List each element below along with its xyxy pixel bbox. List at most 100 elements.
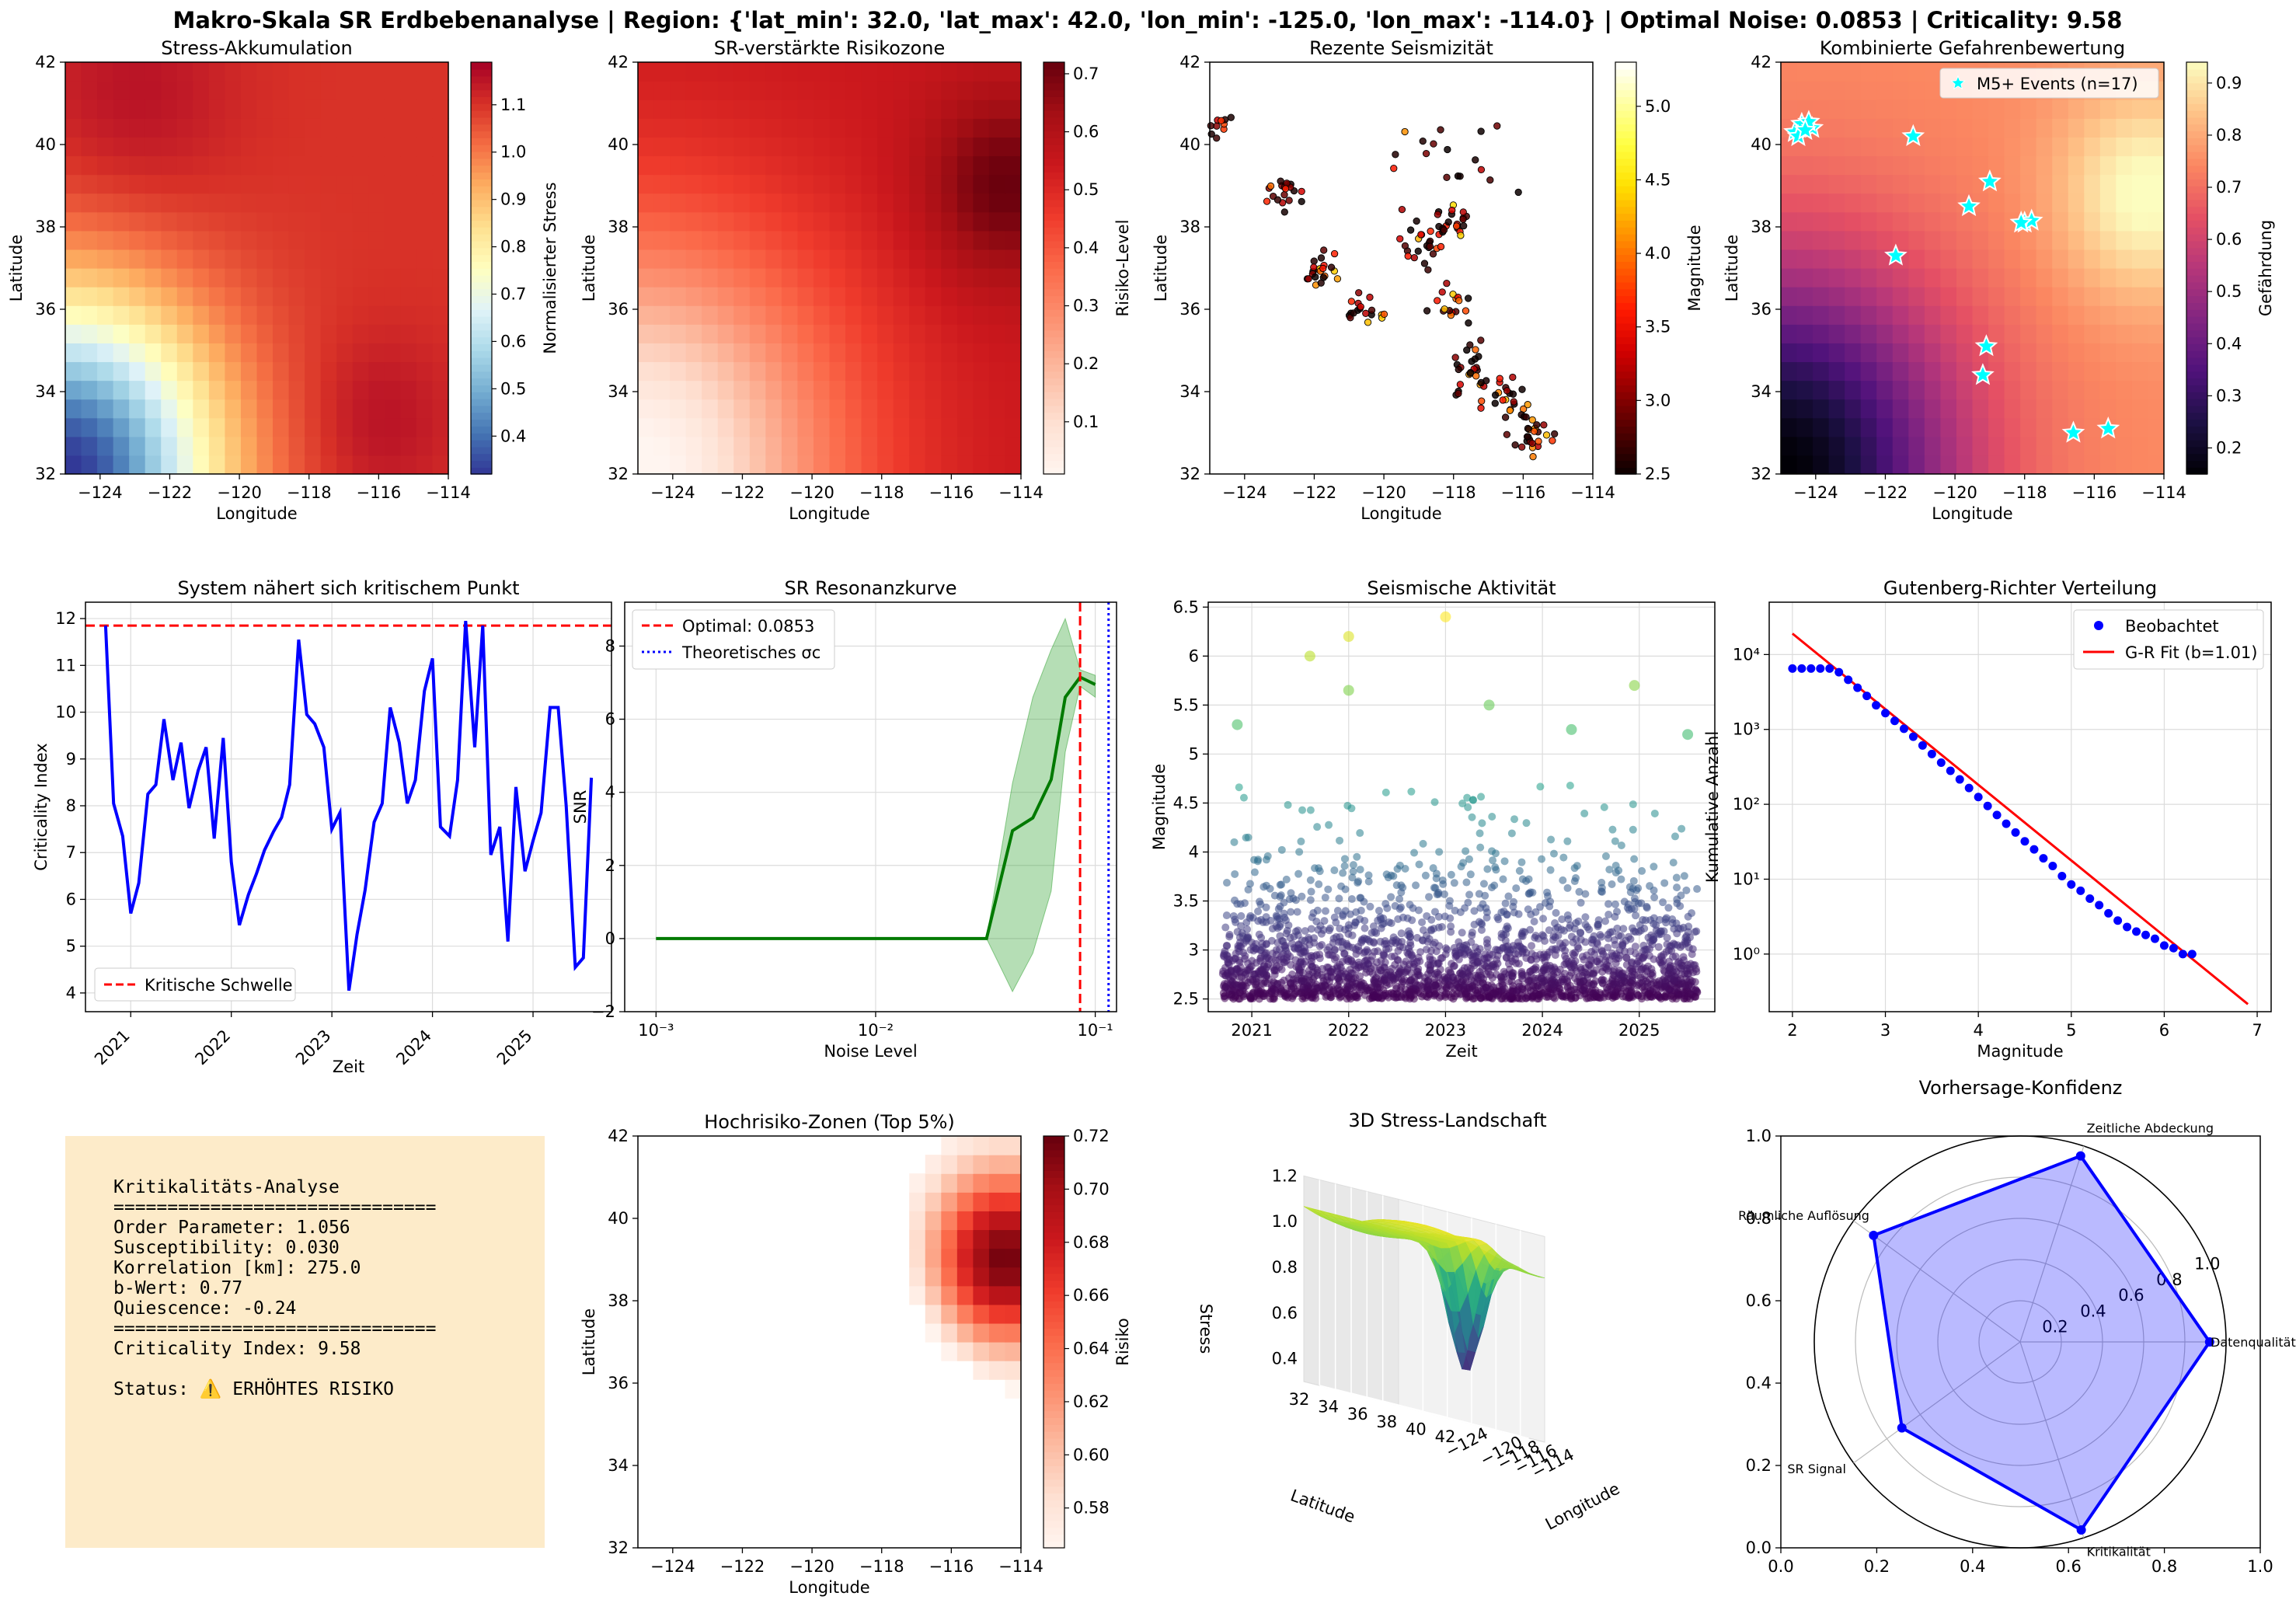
observed-point	[1825, 664, 1834, 673]
colorbar-segment	[1043, 227, 1064, 235]
heatmap-cell	[1796, 211, 1813, 232]
y-axis-label: Latitude	[7, 235, 26, 301]
x-tick-label: −122	[720, 1557, 765, 1576]
earthquake-point	[1419, 839, 1427, 848]
colorbar-segment	[1043, 261, 1064, 269]
heatmap-cell	[113, 249, 130, 269]
earthquake-point	[1545, 902, 1554, 911]
heatmap-cell	[973, 1304, 990, 1324]
earthquake-point	[1597, 976, 1606, 984]
heatmap-cell	[988, 268, 1006, 287]
heatmap-cell	[432, 155, 449, 176]
earthquake-point	[1638, 866, 1646, 875]
heatmap-cell	[65, 193, 82, 213]
heatmap-cell	[2084, 99, 2101, 119]
heatmap-cell	[638, 343, 655, 363]
heatmap-cell	[829, 417, 846, 437]
colorbar-segment	[1043, 1500, 1064, 1507]
heatmap-cell	[1956, 287, 1974, 306]
heatmap-cell	[749, 399, 766, 419]
x-tick-label: 10⁻²	[858, 1021, 894, 1040]
heatmap-cell	[877, 324, 894, 343]
heatmap-cell	[240, 324, 258, 343]
heatmap-cell	[973, 99, 990, 119]
earthquake-point	[1604, 930, 1612, 939]
x-tick-label: −118	[859, 1557, 904, 1576]
heatmap-cell	[1924, 399, 1942, 419]
y-tick-label: 5	[66, 937, 76, 956]
heatmap-cell	[781, 343, 799, 363]
heatmap-cell	[2052, 361, 2069, 382]
colorbar-segment	[1043, 322, 1064, 331]
heatmap-cell	[988, 1248, 1006, 1268]
earthquake-point	[1343, 977, 1351, 986]
heatmap-cell	[113, 455, 130, 475]
heatmap-cell	[1860, 287, 1877, 306]
colorbar-segment	[2186, 131, 2207, 138]
earthquake-point	[1294, 926, 1302, 935]
colorbar-segment	[2186, 206, 2207, 214]
seismic-event	[1466, 341, 1474, 349]
colorbar-segment	[1043, 1301, 1064, 1309]
colorbar-segment	[1043, 254, 1064, 262]
seismic-event	[1419, 137, 1427, 145]
m5-event-star	[1884, 243, 1908, 266]
earthquake-point	[1590, 950, 1599, 959]
heatmap-cell	[225, 361, 242, 382]
earthquake-point	[1583, 923, 1591, 932]
m5-event-star	[2061, 420, 2085, 443]
heatmap-cell	[941, 343, 958, 363]
colorbar-segment	[1615, 281, 1636, 290]
heatmap-cell	[288, 211, 305, 232]
heatmap-cell	[685, 137, 702, 157]
earthquake-point	[1235, 995, 1244, 1003]
heatmap-cell	[1892, 324, 1909, 343]
heatmap-cell	[2020, 287, 2037, 306]
heatmap-cell	[861, 324, 878, 343]
y-tick-label: 40	[608, 1209, 629, 1228]
heatmap-cell	[749, 268, 766, 287]
x-tick-label: 2021	[1231, 1021, 1272, 1040]
heatmap-cell	[2020, 193, 2037, 213]
heatmap-cell	[320, 399, 337, 419]
heatmap-cell	[1781, 249, 1798, 269]
heatmap-cell	[2148, 99, 2165, 119]
heatmap-cell	[988, 137, 1006, 157]
earthquake-point	[1475, 890, 1483, 898]
heatmap-cell	[65, 99, 82, 119]
heatmap-cell	[368, 436, 385, 456]
earthquake-point	[1611, 837, 1619, 845]
heatmap-cell	[1845, 174, 1862, 194]
heatmap-cell	[2052, 174, 2069, 194]
colorbar-segment	[1043, 357, 1064, 365]
heatmap-cell	[861, 230, 878, 250]
earthquake-point	[1659, 898, 1667, 907]
earthquake-point	[1539, 915, 1548, 923]
heatmap-cell	[2084, 399, 2101, 419]
heatmap-cell	[909, 305, 926, 325]
heatmap-cell	[400, 137, 417, 157]
heatmap-cell	[193, 81, 210, 100]
y-tick-label: 36	[1179, 300, 1200, 319]
earthquake-point	[1500, 857, 1509, 866]
colorbar-segment	[1043, 392, 1064, 399]
x-tick-label: 2023	[292, 1026, 335, 1069]
heatmap-cell	[813, 193, 831, 213]
heatmap-cell	[1005, 455, 1022, 475]
heatmap-cell	[97, 155, 114, 176]
heatmap-cell	[97, 399, 114, 419]
heatmap-cell	[1781, 193, 1798, 213]
earthquake-point	[1578, 953, 1587, 961]
heatmap-cell	[670, 305, 687, 325]
earthquake-point	[1629, 884, 1637, 893]
heatmap-cell	[893, 62, 910, 82]
heatmap-cell	[988, 380, 1006, 400]
heatmap-cell	[1860, 455, 1877, 475]
heatmap-cell	[1988, 455, 2005, 475]
heatmap-cell	[702, 399, 719, 419]
heatmap-cell	[416, 155, 434, 176]
large-earthquake-point	[1629, 680, 1640, 692]
heatmap-cell	[956, 155, 974, 176]
earthquake-point	[1276, 880, 1284, 889]
